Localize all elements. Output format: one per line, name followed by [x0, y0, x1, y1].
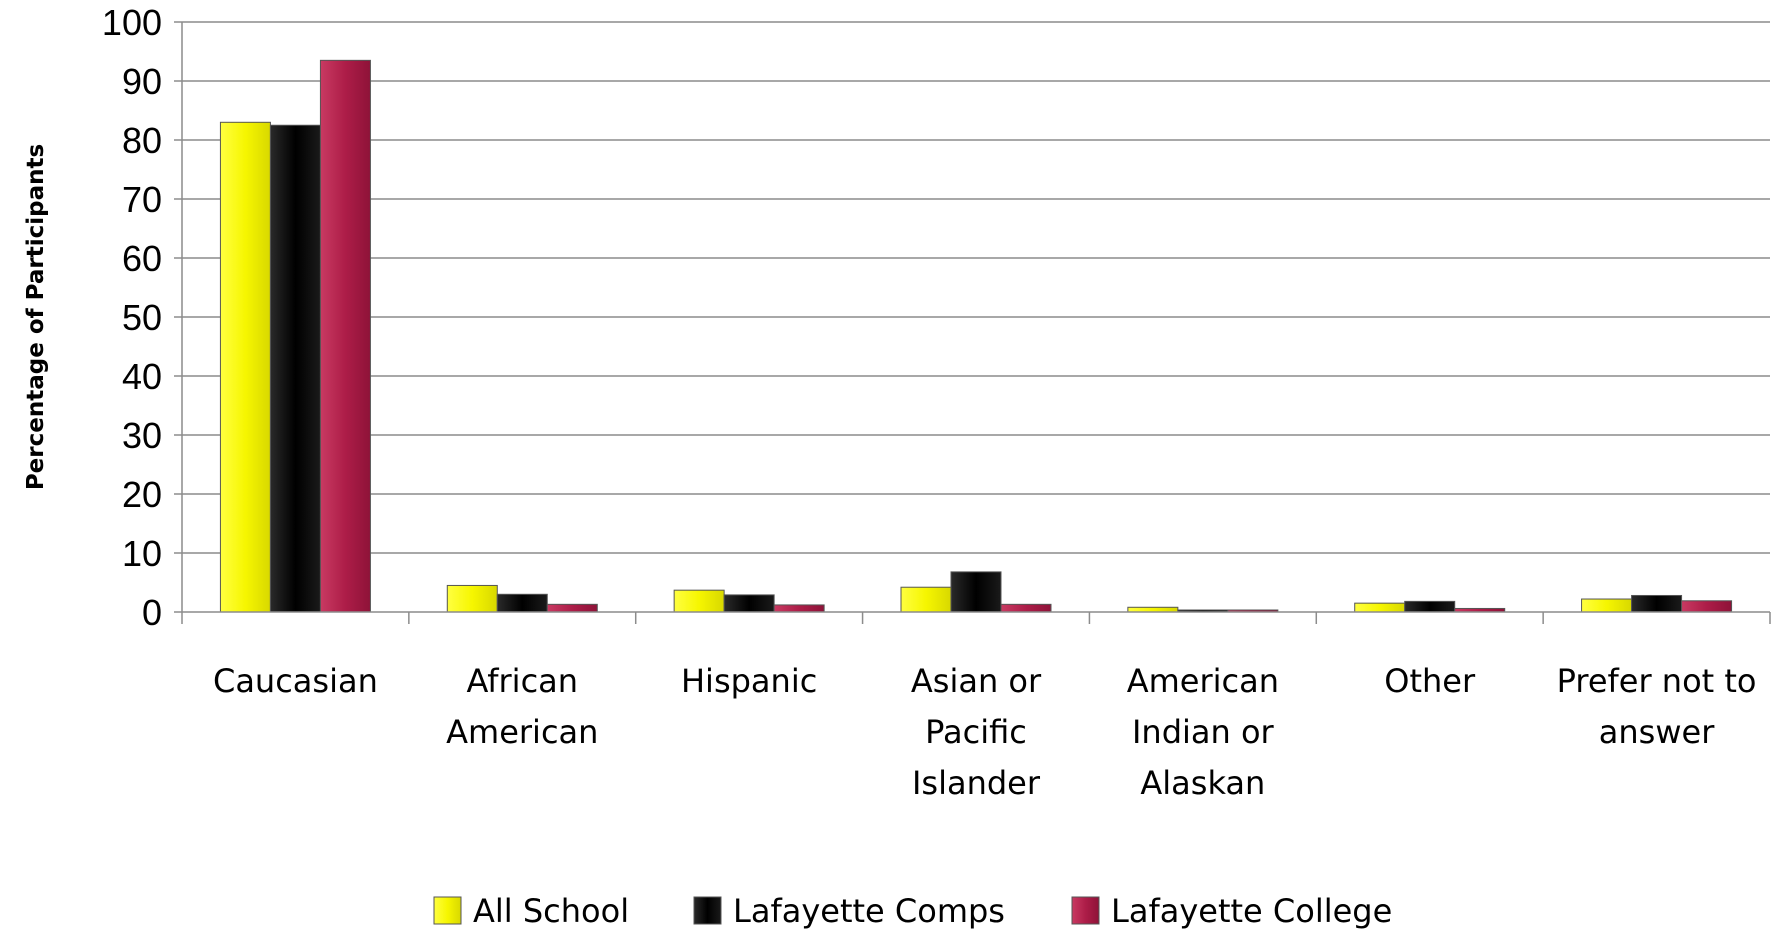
x-category-label-line: Islander: [912, 764, 1041, 802]
x-category-label-line: Alaskan: [1140, 764, 1265, 802]
bar-all-school: [673, 589, 725, 613]
legend-label: All School: [473, 892, 629, 930]
y-tick-label: 0: [142, 592, 162, 633]
x-category-label-line: Asian or: [911, 662, 1042, 700]
bar-lafayette-comps: [950, 571, 1002, 613]
y-tick-label: 30: [122, 415, 162, 456]
bar-all-school: [1581, 598, 1633, 613]
bar-all-school: [900, 586, 952, 613]
bar-all-school: [1354, 602, 1406, 613]
x-category-label-line: African: [467, 662, 579, 700]
y-tick-label: 40: [122, 356, 162, 397]
y-tick-label: 80: [122, 120, 162, 161]
bar-lafayette-comps: [1631, 594, 1683, 613]
legend-label: Lafayette College: [1111, 892, 1392, 930]
legend-swatch: [1071, 896, 1100, 925]
bar-all-school: [219, 121, 271, 613]
x-category-label-line: Other: [1384, 662, 1476, 700]
bar-lafayette-college: [319, 59, 371, 613]
bar-lafayette-comps: [269, 124, 321, 613]
legend-swatch: [433, 896, 462, 925]
x-category-label: Asian or Pacific Islander: [911, 662, 1042, 802]
gridlines: [182, 21, 1770, 554]
legend-swatch: [693, 896, 722, 925]
x-category-label: Caucasian: [213, 662, 378, 700]
x-category-label: American Indian or Alaskan: [1127, 662, 1279, 802]
x-category-label: Prefer not to answer: [1557, 662, 1757, 751]
bars: [219, 59, 1733, 613]
y-tick-label: 90: [122, 61, 162, 102]
legend: All School Lafayette Comps Lafayette Colle…: [433, 892, 1392, 930]
y-tick-label: 70: [122, 179, 162, 220]
bar-all-school: [446, 584, 498, 613]
bar-lafayette-comps: [1404, 600, 1456, 613]
labels: 0 10 20 30 40 50 60 70 80 90 100 Percentage of Part…: [23, 2, 1757, 802]
bar-lafayette-comps: [496, 593, 548, 613]
y-tick-label: 20: [122, 474, 162, 515]
x-category-label-line: Prefer not to: [1557, 662, 1757, 700]
x-category-label-line: answer: [1599, 713, 1715, 751]
bar-lafayette-college: [1000, 603, 1052, 613]
bar-lafayette-college: [546, 603, 598, 613]
y-tick-label: 60: [122, 238, 162, 279]
x-category-label: Hispanic: [681, 662, 817, 700]
y-axis-label: Percentage of Participants: [23, 144, 49, 490]
bar-lafayette-college: [773, 604, 825, 613]
x-category-label-line: Pacific: [925, 713, 1027, 751]
x-category-label-line: Indian or: [1132, 713, 1275, 751]
x-category-label: African American: [446, 662, 598, 751]
x-category-label-line: Caucasian: [213, 662, 378, 700]
x-category-label-line: American: [1127, 662, 1279, 700]
bar-lafayette-college: [1681, 600, 1733, 613]
bar-lafayette-comps: [723, 594, 775, 613]
y-tick-label: 10: [122, 533, 162, 574]
legend-label: Lafayette Comps: [733, 892, 1005, 930]
x-category-label-line: Hispanic: [681, 662, 817, 700]
x-category-label: Other: [1384, 662, 1476, 700]
y-tick-label: 100: [102, 2, 162, 43]
x-category-label-line: American: [446, 713, 598, 751]
y-tick-label: 50: [122, 297, 162, 338]
axes: [174, 21, 1771, 624]
